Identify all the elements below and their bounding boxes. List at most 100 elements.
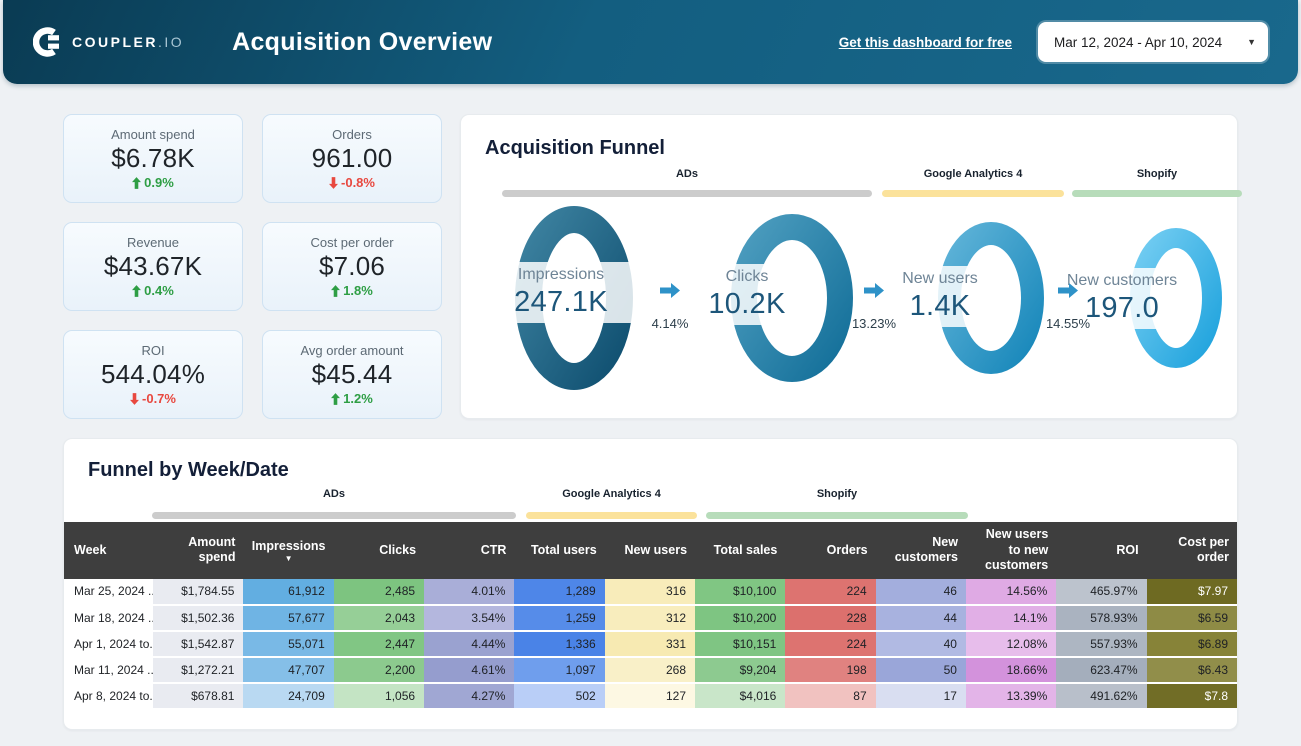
sort-descending-icon: ▼ [284, 554, 293, 564]
table-cell: 57,677 [243, 604, 334, 632]
table-cell: $1,272.21 [153, 656, 244, 684]
column-header-orders[interactable]: Orders [785, 522, 876, 579]
table-cell: 3.54% [424, 604, 515, 632]
table-cell: 1,336 [514, 630, 605, 658]
table-cell: 13.39% [965, 682, 1057, 710]
table-cell: 268 [604, 656, 696, 684]
column-header-amount-spend[interactable]: Amount spend [153, 522, 244, 579]
table-cell: 18.66% [965, 656, 1057, 684]
column-header-new-customers[interactable]: New customers [875, 522, 966, 579]
column-header-total-sales[interactable]: Total sales [695, 522, 786, 579]
funnel-chart: Impressions 247.1K Clicks 10.2K New users 1.4… [485, 202, 1222, 414]
kpi-delta: 0.4% [132, 283, 174, 298]
column-header-new-users-to-new-customers[interactable]: New users to new customers [965, 522, 1057, 579]
conversion-rate: 4.14% [651, 316, 689, 331]
table-source-legend: ADs Google Analytics 4 Shopify [64, 488, 1237, 522]
get-dashboard-link[interactable]: Get this dashboard for free [838, 34, 1012, 50]
table-cell: 224 [785, 630, 876, 658]
table-cell: 224 [785, 578, 876, 606]
stage-value: 10.2K [708, 288, 786, 320]
funnel-transition: 14.55% [1041, 282, 1095, 331]
stage-value: 247.1K [514, 286, 608, 318]
funnel-by-week-card: Funnel by Week/Date ADs Google Analytics … [63, 438, 1238, 730]
source-bar [526, 512, 697, 519]
table-cell: 316 [604, 578, 696, 606]
stage-name: New users [902, 270, 978, 287]
table-row: Mar 18, 2024 ... $1,502.36 57,677 2,043 3.54… [64, 604, 1237, 632]
arrow-right-icon [864, 283, 884, 298]
kpi-value: $45.44 [311, 359, 393, 389]
arrow-up-icon [132, 284, 142, 297]
column-header-impressions[interactable]: Impressions ▼ [243, 522, 334, 579]
table-cell: 12.08% [965, 630, 1057, 658]
table-cell: 557.93% [1056, 630, 1147, 658]
table-cell: 198 [785, 656, 876, 684]
funnel-transition: 4.14% [643, 282, 697, 331]
conversion-rate: 14.55% [1045, 316, 1091, 331]
column-header-ctr[interactable]: CTR [424, 522, 515, 579]
table-cell: $10,200 [695, 604, 786, 632]
table-cell: Mar 18, 2024 ... [64, 604, 154, 632]
kpi-delta: 1.2% [331, 391, 373, 406]
logo-text: COUPLER.IO [72, 34, 185, 50]
kpi-card-revenue: Revenue $43.67K 0.4% [63, 222, 243, 311]
column-header-week[interactable]: Week [64, 522, 154, 579]
kpi-label: Orders [332, 127, 372, 142]
source-bar [502, 190, 872, 197]
date-range-picker[interactable]: Mar 12, 2024 - Apr 10, 2024 ▼ [1038, 22, 1268, 62]
column-header-total-users[interactable]: Total users [514, 522, 605, 579]
source-label-shopify: Shopify [816, 488, 858, 500]
stage-value: 1.4K [909, 290, 971, 322]
table-cell: 2,447 [333, 630, 425, 658]
source-label-google-analytics-4: Google Analytics 4 [562, 488, 661, 500]
table-cell: $6.59 [1146, 604, 1237, 632]
kpi-label: Avg order amount [300, 343, 404, 358]
table-cell: 44 [875, 604, 966, 632]
arrow-down-icon [130, 392, 140, 405]
kpi-label: Amount spend [111, 127, 195, 142]
table-cell: 4.27% [424, 682, 515, 710]
table-cell: $7.97 [1146, 578, 1237, 606]
table-cell: 24,709 [243, 682, 334, 710]
date-range-value: Mar 12, 2024 - Apr 10, 2024 [1054, 34, 1223, 50]
coupler-logo-icon [33, 27, 59, 57]
table-cell: 14.1% [965, 604, 1057, 632]
table-cell: $4,016 [695, 682, 786, 710]
table-cell: 491.62% [1056, 682, 1147, 710]
kpi-card-cost-per-order: Cost per order $7.06 1.8% [262, 222, 442, 311]
column-header-cost-per-order[interactable]: Cost per order [1146, 522, 1237, 579]
table-cell: $1,542.87 [153, 630, 244, 658]
table-row: Apr 8, 2024 to... $678.81 24,709 1,056 4.27%… [64, 682, 1237, 710]
source-label-ads: ADs [675, 168, 699, 180]
funnel-source-legend: ADs Google Analytics 4 Shopify [485, 168, 1242, 200]
chevron-down-icon: ▼ [1247, 37, 1256, 47]
column-header-new-users[interactable]: New users [604, 522, 696, 579]
table-cell: 502 [514, 682, 605, 710]
funnel-stage-new-customers: New customers 197.0 [1061, 268, 1183, 329]
acquisition-funnel-card: Acquisition Funnel ADs Google Analytics 4… [460, 114, 1242, 419]
source-bar [1072, 190, 1242, 197]
table-cell: Apr 1, 2024 to... [64, 630, 154, 658]
column-header-roi[interactable]: ROI [1056, 522, 1147, 579]
funnel-stage-new-users: New users 1.4K [897, 266, 983, 327]
arrow-up-icon [331, 392, 341, 405]
arrow-up-icon [132, 176, 142, 189]
table-title: Funnel by Week/Date [88, 459, 289, 481]
table-cell: Mar 11, 2024 ... [64, 656, 154, 684]
kpi-value: 544.04% [100, 359, 206, 389]
source-label-ads: ADs [322, 488, 346, 500]
table-cell: 1,056 [333, 682, 425, 710]
top-header-bar: COUPLER.IO Acquisition Overview Get this… [3, 0, 1298, 84]
table-cell: 4.01% [424, 578, 515, 606]
table-cell: 46 [875, 578, 966, 606]
kpi-delta: 1.8% [331, 283, 373, 298]
kpi-label: ROI [141, 343, 165, 358]
kpi-value: $43.67K [103, 251, 203, 281]
table-cell: $1,784.55 [153, 578, 244, 606]
table-cell: Apr 8, 2024 to... [64, 682, 154, 710]
column-header-clicks[interactable]: Clicks [333, 522, 425, 579]
table-cell: $1,502.36 [153, 604, 244, 632]
kpi-card-orders: Orders 961.00 -0.8% [262, 114, 442, 203]
funnel-stage-clicks: Clicks 10.2K [695, 264, 799, 325]
kpi-value: 961.00 [311, 143, 393, 173]
